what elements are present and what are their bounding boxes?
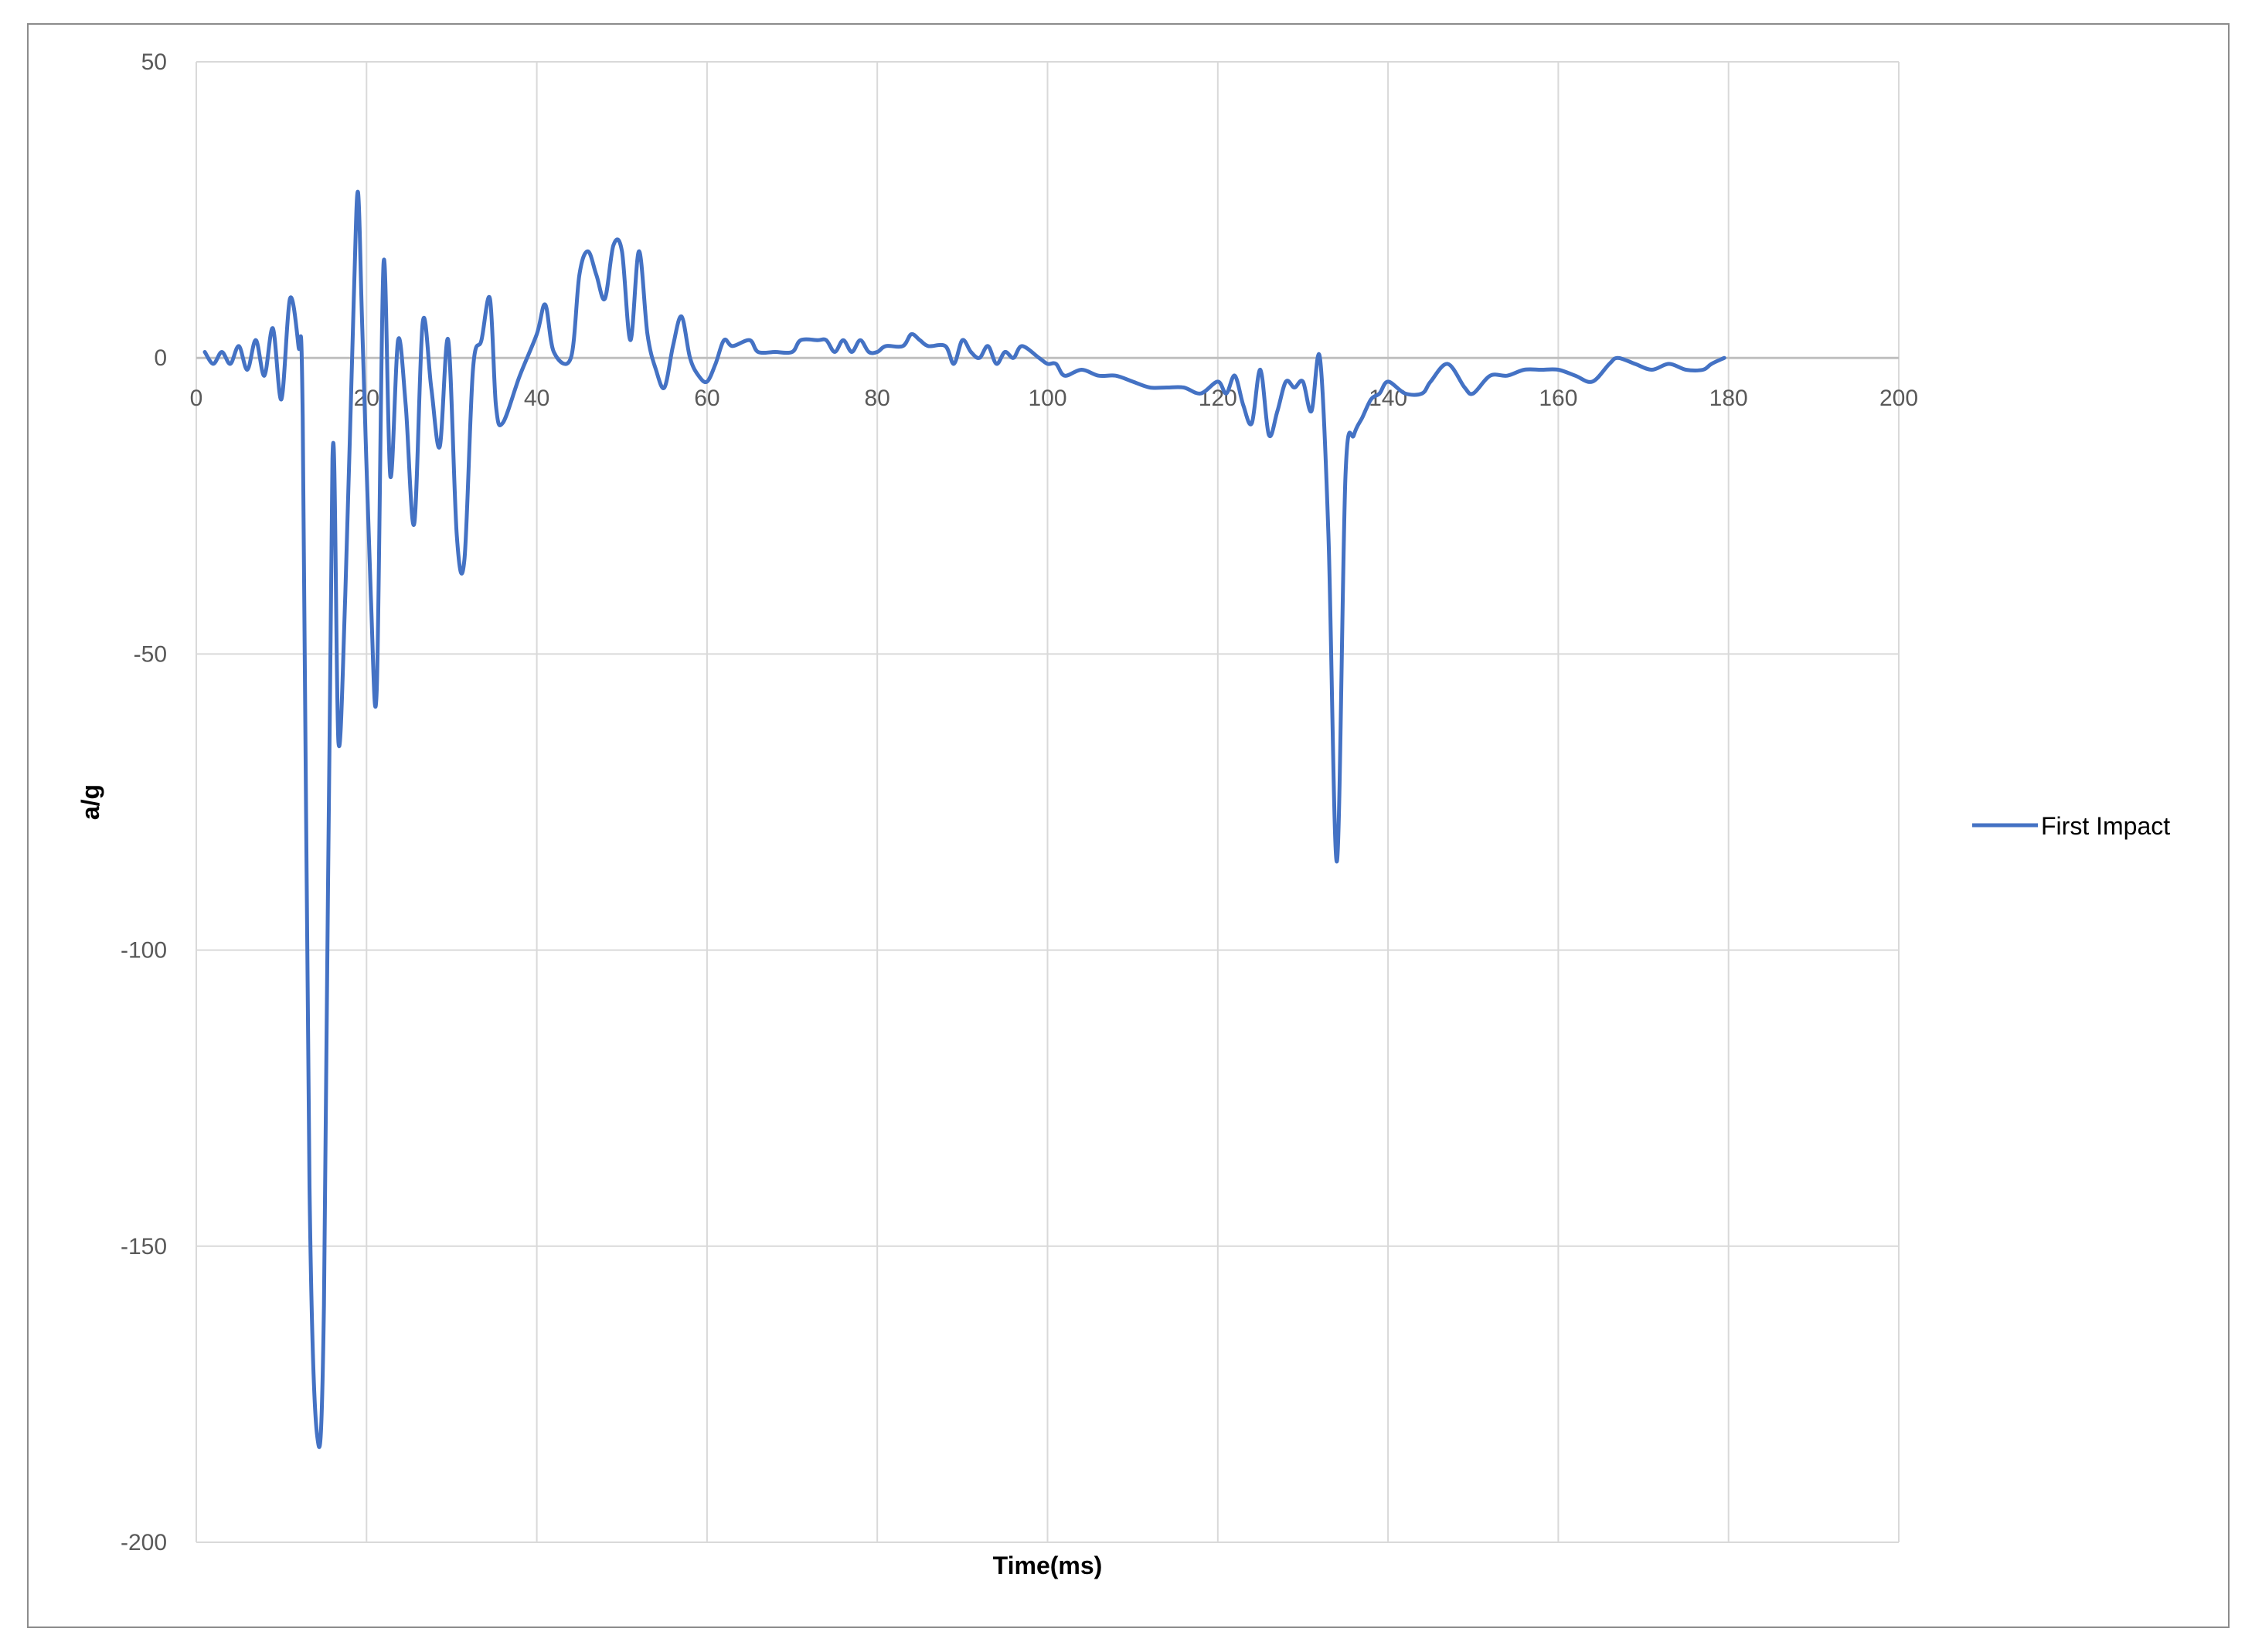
- chart-frame: [27, 23, 2230, 1628]
- x-axis-ticks: 0 20 40 60 80 100 120 140 160 180 200: [190, 386, 1918, 411]
- gridlines: [196, 61, 1900, 1543]
- x-tick-label: 160: [1539, 386, 1577, 411]
- y-axis-ticks: 50 0 -50 -100 -150 -200: [121, 49, 167, 1555]
- legend: First Impact: [1972, 812, 2170, 840]
- y-tick-label: -150: [121, 1234, 167, 1259]
- y-tick-label: 50: [141, 49, 167, 75]
- legend-label-first-impact: First Impact: [2041, 812, 2170, 840]
- y-tick-label: -100: [121, 938, 167, 964]
- x-tick-label: 200: [1879, 386, 1918, 411]
- x-tick-label: 80: [865, 386, 890, 411]
- series-first-impact-line: [202, 189, 1726, 1450]
- y-tick-label: -50: [134, 641, 167, 667]
- y-tick-label: -200: [121, 1530, 167, 1555]
- x-tick-label: 100: [1028, 386, 1066, 411]
- x-tick-label: 40: [524, 386, 549, 411]
- x-tick-label: 60: [694, 386, 719, 411]
- x-tick-label: 180: [1709, 386, 1748, 411]
- x-axis-label: Time(ms): [993, 1552, 1103, 1579]
- y-tick-label: 0: [154, 345, 167, 371]
- y-axis-label: a/g: [77, 784, 104, 820]
- x-tick-label: 0: [190, 386, 203, 411]
